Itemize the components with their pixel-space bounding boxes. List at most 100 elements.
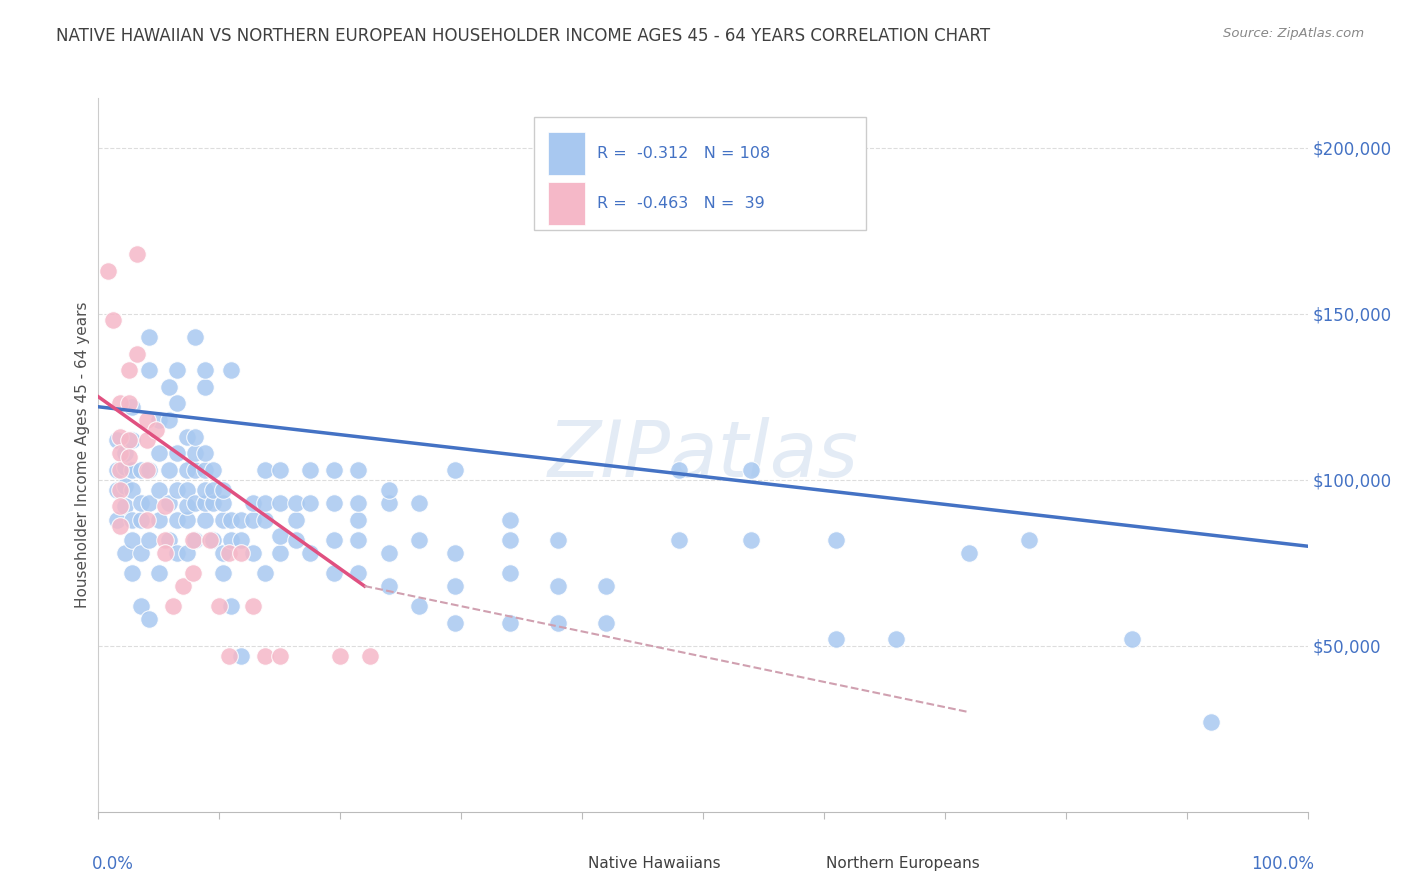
Point — [1121, 632, 1143, 647]
Point — [129, 546, 152, 560]
Point — [229, 648, 252, 663]
Point — [825, 533, 848, 547]
Point — [108, 446, 131, 460]
Y-axis label: Householder Income Ages 45 - 64 years: Householder Income Ages 45 - 64 years — [75, 301, 90, 608]
Point — [184, 446, 207, 460]
Point — [825, 632, 848, 647]
Point — [377, 483, 399, 497]
Point — [172, 579, 194, 593]
Point — [194, 363, 217, 377]
Text: Native Hawaiians: Native Hawaiians — [588, 855, 721, 871]
Point — [129, 513, 152, 527]
Point — [184, 496, 207, 510]
Point — [269, 496, 291, 510]
Point — [184, 330, 207, 344]
Text: R =  -0.312   N = 108: R = -0.312 N = 108 — [596, 146, 770, 161]
FancyBboxPatch shape — [548, 132, 585, 175]
Point — [740, 463, 762, 477]
Point — [121, 463, 143, 477]
Point — [202, 483, 225, 497]
Point — [202, 463, 225, 477]
Point — [547, 579, 569, 593]
Point — [114, 479, 136, 493]
Point — [121, 433, 143, 447]
Circle shape — [787, 847, 817, 864]
Point — [105, 433, 128, 447]
Point — [194, 483, 217, 497]
Point — [135, 413, 157, 427]
FancyBboxPatch shape — [548, 182, 585, 225]
Point — [176, 546, 198, 560]
Point — [242, 546, 264, 560]
Point — [298, 496, 321, 510]
Point — [329, 648, 352, 663]
Text: ZIPatlas: ZIPatlas — [547, 417, 859, 493]
Point — [114, 500, 136, 514]
Point — [212, 496, 235, 510]
Point — [242, 599, 264, 613]
Point — [129, 496, 152, 510]
Point — [740, 533, 762, 547]
Point — [347, 463, 370, 477]
Point — [254, 513, 277, 527]
Point — [114, 446, 136, 460]
Point — [176, 500, 198, 514]
Point — [184, 533, 207, 547]
Point — [218, 546, 240, 560]
Point — [202, 496, 225, 510]
Point — [129, 463, 152, 477]
Point — [229, 546, 252, 560]
Point — [498, 615, 520, 630]
Point — [498, 513, 520, 527]
Point — [1018, 533, 1040, 547]
Point — [153, 546, 176, 560]
Point — [269, 529, 291, 543]
Point — [162, 599, 184, 613]
Point — [547, 615, 569, 630]
Point — [347, 496, 370, 510]
Point — [323, 463, 346, 477]
Point — [284, 533, 307, 547]
Point — [498, 533, 520, 547]
Point — [242, 496, 264, 510]
Point — [157, 413, 180, 427]
Point — [118, 433, 141, 447]
Point — [221, 363, 243, 377]
Point — [148, 413, 170, 427]
Point — [153, 533, 176, 547]
Point — [176, 513, 198, 527]
Point — [138, 496, 160, 510]
Point — [254, 566, 277, 580]
Point — [114, 546, 136, 560]
Text: R =  -0.463   N =  39: R = -0.463 N = 39 — [596, 196, 765, 211]
Point — [135, 513, 157, 527]
Point — [444, 463, 467, 477]
Point — [408, 496, 430, 510]
Point — [242, 513, 264, 527]
Point — [184, 463, 207, 477]
Text: 100.0%: 100.0% — [1250, 855, 1313, 872]
Point — [121, 400, 143, 414]
Point — [212, 546, 235, 560]
Point — [323, 566, 346, 580]
Point — [221, 513, 243, 527]
Point — [198, 533, 221, 547]
Circle shape — [550, 847, 578, 864]
Point — [595, 615, 617, 630]
Point — [127, 247, 149, 261]
Point — [668, 533, 690, 547]
Point — [323, 496, 346, 510]
Point — [254, 648, 277, 663]
Point — [347, 533, 370, 547]
Point — [212, 513, 235, 527]
Point — [138, 363, 160, 377]
Point — [121, 513, 143, 527]
Point — [108, 396, 131, 410]
Point — [284, 496, 307, 510]
Point — [221, 533, 243, 547]
Point — [157, 533, 180, 547]
Point — [347, 513, 370, 527]
Point — [166, 546, 188, 560]
Point — [595, 579, 617, 593]
Point — [444, 615, 467, 630]
